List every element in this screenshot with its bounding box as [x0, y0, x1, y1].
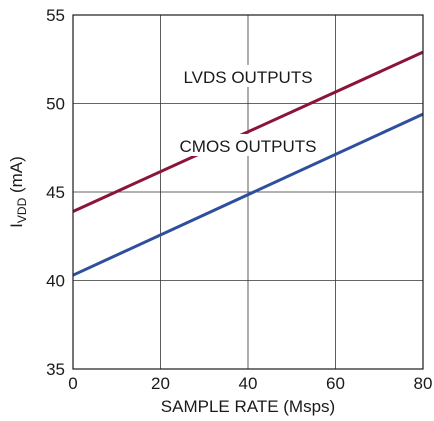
x-tick-label: 40	[239, 374, 258, 393]
series-label-background	[181, 133, 315, 156]
series-lines	[72, 50, 424, 277]
series-label-cmos-outputs: CMOS OUTPUTS	[180, 137, 317, 156]
x-tick-label: 60	[326, 374, 345, 393]
series-label-background	[181, 64, 315, 87]
y-tick-label: 35	[46, 360, 65, 379]
y-axis-title-unit: (mA)	[7, 156, 26, 198]
x-tick-label: 80	[414, 374, 433, 393]
x-tick-label: 20	[151, 374, 170, 393]
series-labels: LVDS OUTPUTS CMOS OUTPUTS	[180, 64, 317, 156]
y-tick-label: 45	[46, 183, 65, 202]
x-tick-label: 0	[68, 374, 77, 393]
series-label-lvds-outputs: LVDS OUTPUTS	[183, 68, 312, 87]
y-axis-title: IVDD (mA)	[7, 156, 29, 228]
y-axis-title-subscript: VDD	[15, 197, 29, 223]
x-axis-title: SAMPLE RATE (Msps)	[161, 397, 335, 416]
y-tick-label: 50	[46, 95, 65, 114]
tick-labels: 0 20 40 60 80 35 40 45 50 55	[46, 6, 432, 393]
y-axis-title-symbol: I	[7, 223, 26, 228]
series-line-cmos-outputs	[72, 112, 424, 277]
series-line-lvds-outputs	[72, 50, 424, 213]
y-tick-label: 55	[46, 6, 65, 25]
plot-frame	[72, 14, 424, 370]
y-tick-label: 40	[46, 272, 65, 291]
